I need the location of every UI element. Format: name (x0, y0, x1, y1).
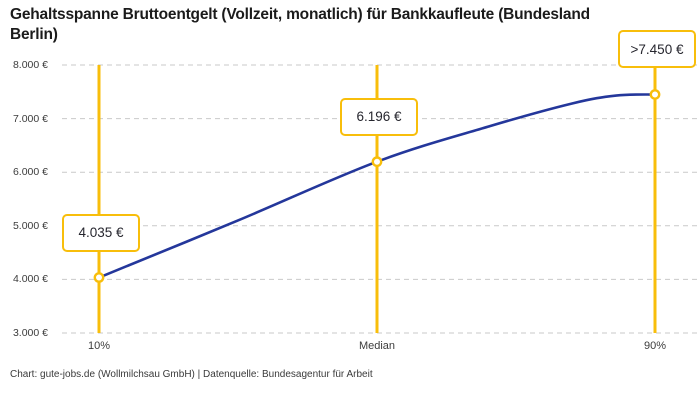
salary-curve (97, 93, 657, 279)
y-tick-label: 3.000 € (12, 327, 48, 339)
chart-title-line-1: Gehaltsspanne Bruttoentgelt (Vollzeit, m… (10, 6, 590, 23)
chart-credit: Chart: gute-jobs.de (Wollmilchsau GmbH) … (10, 369, 373, 380)
y-tick-label: 6.000 € (12, 166, 48, 179)
data-point-marker-Median[interactable] (371, 156, 383, 168)
y-tick-label: 8.000 € (12, 59, 48, 71)
chart-title-line-2: Berlin) (10, 26, 58, 43)
x-tick-label: 10% (87, 340, 111, 352)
value-callout-90%: >7.450 € (618, 30, 696, 69)
chart-title: Gehaltsspanne Bruttoentgelt (Vollzeit, m… (10, 5, 590, 45)
value-callout-10%: 4.035 € (62, 213, 140, 252)
data-point-marker-90%[interactable] (649, 89, 661, 100)
y-tick-label: 7.000 € (12, 112, 48, 125)
x-tick-label: Median (358, 340, 396, 352)
y-tick-label: 4.000 € (12, 273, 48, 286)
data-point-marker-10%[interactable] (93, 272, 105, 283)
x-tick-label: 90% (643, 340, 667, 352)
value-callout-Median: 6.196 € (340, 97, 418, 136)
y-tick-label: 5.000 € (12, 219, 48, 232)
